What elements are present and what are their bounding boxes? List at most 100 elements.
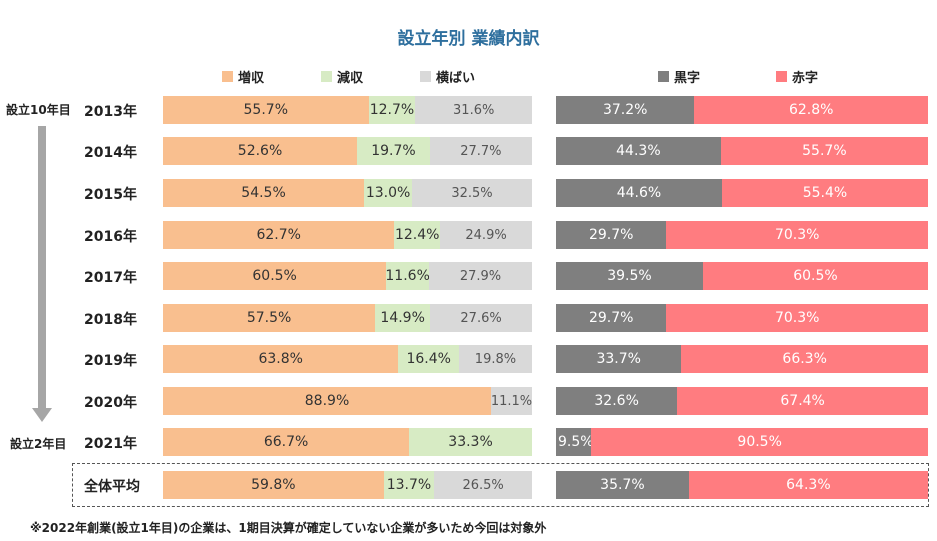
right-bar: 37.2% 62.8% [556,96,928,124]
category-label: 2020年 [84,395,137,411]
bar-segment-loss: 70.3% [666,221,928,249]
legend-swatch [222,71,233,82]
side-label-bottom: 設立2年目 [10,437,67,451]
left-bar: 63.8% 16.4% 19.8% [163,345,532,373]
bar-segment-decrease: 12.7% [368,96,416,124]
bar-segment-flat: 27.9% [429,262,532,290]
bar-segment-loss: 70.3% [666,304,928,332]
legend-swatch [420,71,431,82]
bar-segment-increase: 52.6% [163,137,358,165]
bar-segment-increase: 88.9% [163,387,492,415]
bar-segment-profit: 35.7% [556,471,689,499]
bar-segment-loss: 55.7% [720,137,928,165]
bar-segment-decrease: 13.7% [383,471,435,499]
bar-segment-loss: 55.4% [721,179,928,207]
bar-segment-increase: 63.8% [163,345,399,373]
category-label: 2021年 [84,436,137,452]
legend-item-loss: 赤字 [776,67,818,86]
right-bar: 35.7% 64.3% [556,471,928,499]
bar-segment-decrease: 16.4% [398,345,459,373]
chart-title: 設立年別 業績内訳 [397,29,540,49]
bar-segment-flat: 24.9% [440,221,532,249]
bar-segment-profit: 9.5% [556,428,594,456]
bar-segment-profit: 37.2% [556,96,695,124]
bar-segment-decrease: 14.9% [375,304,431,332]
right-bar: 44.3% 55.7% [556,137,928,165]
bar-segment-flat: 31.6% [415,96,532,124]
right-bar: 33.7% 66.3% [556,345,928,373]
category-label: 2014年 [84,145,137,161]
category-label: 2018年 [84,312,137,328]
category-label: 2019年 [84,353,137,369]
bar-segment-loss: 66.3% [681,345,928,373]
bar-segment-decrease: 12.4% [394,221,441,249]
bar-segment-flat: 19.8% [458,345,532,373]
left-bar: 55.7% 12.7% 31.6% [163,96,532,124]
legend-item-increase: 増収 [222,67,264,86]
right-bar: 29.7% 70.3% [556,304,928,332]
left-bar: 52.6% 19.7% 27.7% [163,137,532,165]
bar-segment-flat: 27.7% [429,137,532,165]
right-bar: 9.5% 90.5% [556,428,928,456]
left-bar: 57.5% 14.9% 27.6% [163,304,532,332]
category-label: 2016年 [84,229,137,245]
legend-swatch [321,71,332,82]
legend-label: 黒字 [674,71,701,86]
category-label: 2017年 [84,270,137,286]
left-bar: 62.7% 12.4% 24.9% [163,221,532,249]
right-bar: 39.5% 60.5% [556,262,928,290]
bar-segment-profit: 32.6% [556,387,678,415]
arrow-shaft [38,126,46,410]
bar-segment-decrease: 33.3% [409,428,532,456]
side-label-top: 設立10年目 [6,103,71,117]
left-bar: 66.7% 33.3% [163,428,532,456]
average-row-frame [72,463,929,507]
bar-segment-decrease: 13.0% [364,179,413,207]
right-bar: 29.7% 70.3% [556,221,928,249]
legend-label: 減収 [337,71,364,86]
bar-segment-profit: 39.5% [556,262,703,290]
bar-segment-increase: 54.5% [163,179,365,207]
bar-segment-flat: 27.6% [430,304,532,332]
bar-segment-profit: 33.7% [556,345,682,373]
bar-segment-decrease: 11.6% [385,262,430,290]
left-bar: 88.9% 11.1% [163,387,532,415]
category-label: 2013年 [84,104,137,120]
bar-segment-decrease: 19.7% [357,137,430,165]
bar-segment-loss: 62.8% [694,96,928,124]
bar-segment-increase: 66.7% [163,428,410,456]
legend-item-profit: 黒字 [658,67,700,86]
bar-segment-loss: 60.5% [702,262,928,290]
bar-segment-increase: 62.7% [163,221,395,249]
legend-label: 増収 [238,71,265,86]
left-bar: 54.5% 13.0% 32.5% [163,179,532,207]
legend-item-flat: 横ばい [420,67,475,86]
bar-segment-flat: 11.1% [491,387,532,415]
bar-segment-increase: 57.5% [163,304,376,332]
bar-segment-loss: 64.3% [688,471,928,499]
bar-segment-flat: 32.5% [412,179,532,207]
right-bar: 44.6% 55.4% [556,179,928,207]
left-bar: 60.5% 11.6% 27.9% [163,262,532,290]
bar-segment-loss: 90.5% [591,428,928,456]
footnote: ※2022年創業(設立1年目)の企業は、1期目決算が確定していない企業が多いため… [30,521,547,535]
category-label: 2015年 [84,187,137,203]
legend-label: 横ばい [436,71,476,86]
legend-swatch [776,71,787,82]
legend-label: 赤字 [792,71,819,86]
arrow-down-icon [32,408,52,422]
bar-segment-profit: 29.7% [556,221,667,249]
bar-segment-increase: 60.5% [163,262,387,290]
left-bar: 59.8% 13.7% 26.5% [163,471,532,499]
bar-segment-increase: 55.7% [163,96,369,124]
right-bar: 32.6% 67.4% [556,387,928,415]
bar-segment-flat: 26.5% [434,471,532,499]
bar-segment-loss: 67.4% [677,387,928,415]
bar-segment-profit: 44.3% [556,137,721,165]
legend-swatch [658,71,669,82]
bar-segment-profit: 29.7% [556,304,667,332]
category-label: 全体平均 [84,479,140,495]
bar-segment-profit: 44.6% [556,179,722,207]
legend-item-decrease: 減収 [321,67,363,86]
bar-segment-increase: 59.8% [163,471,384,499]
